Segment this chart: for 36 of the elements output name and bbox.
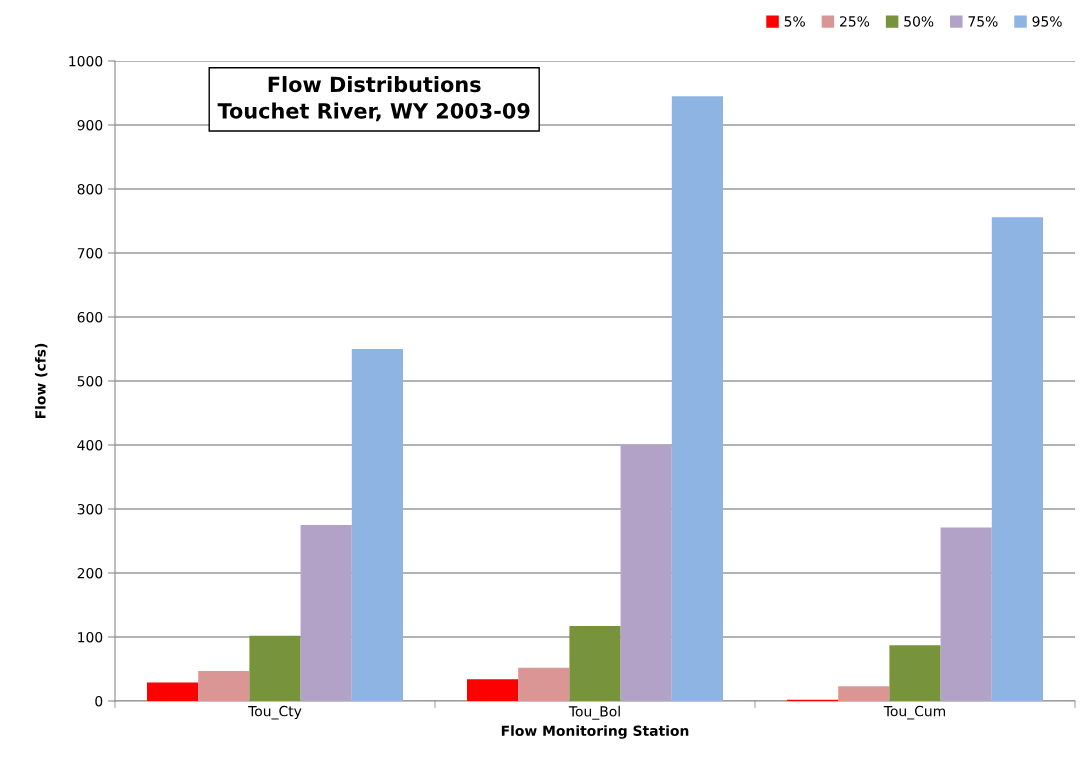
y-tick-label: 100: [78, 631, 103, 643]
y-axis-title: Flow (cfs): [34, 343, 48, 419]
legend-label: 95%: [1032, 16, 1062, 27]
y-tick-label: 700: [77, 247, 103, 259]
bar: [147, 682, 199, 701]
y-tick-label: 1000: [69, 55, 103, 67]
y-tick-label: 200: [77, 567, 103, 579]
bar: [671, 96, 723, 701]
bar: [249, 635, 301, 701]
bar: [940, 527, 992, 701]
bar: [300, 525, 352, 701]
bar: [569, 626, 621, 701]
text: Flow Distributions Touchet River, WY 2003-09: [217, 76, 530, 122]
bar: [467, 679, 519, 701]
legend-label: 25%: [840, 16, 870, 27]
x-axis-title: Flow Monitoring Station: [501, 725, 689, 739]
bar: [351, 349, 403, 701]
bar: [198, 670, 250, 701]
y-tick-label: 300: [77, 503, 103, 515]
y-tick-label: 0: [95, 695, 103, 707]
y-tick-label: 600: [77, 311, 103, 323]
y-tick-label: 500: [77, 375, 103, 387]
y-tick-label: 400: [77, 439, 103, 451]
legend-label: 5%: [784, 16, 805, 27]
bar: [518, 667, 570, 701]
x-tick-label: Tou_Cum: [883, 705, 946, 720]
bar: [838, 686, 890, 701]
x-tick-label: Tou_Bol: [568, 705, 620, 720]
legend-label: 75%: [968, 16, 998, 27]
y-tick-label: 900: [77, 119, 103, 131]
x-tick-label: Tou_Cty: [248, 705, 302, 720]
bar: [620, 445, 672, 701]
bar: [889, 645, 941, 701]
bar: [991, 217, 1043, 701]
legend-label: 50%: [904, 16, 934, 27]
y-tick-label: 800: [77, 183, 103, 195]
